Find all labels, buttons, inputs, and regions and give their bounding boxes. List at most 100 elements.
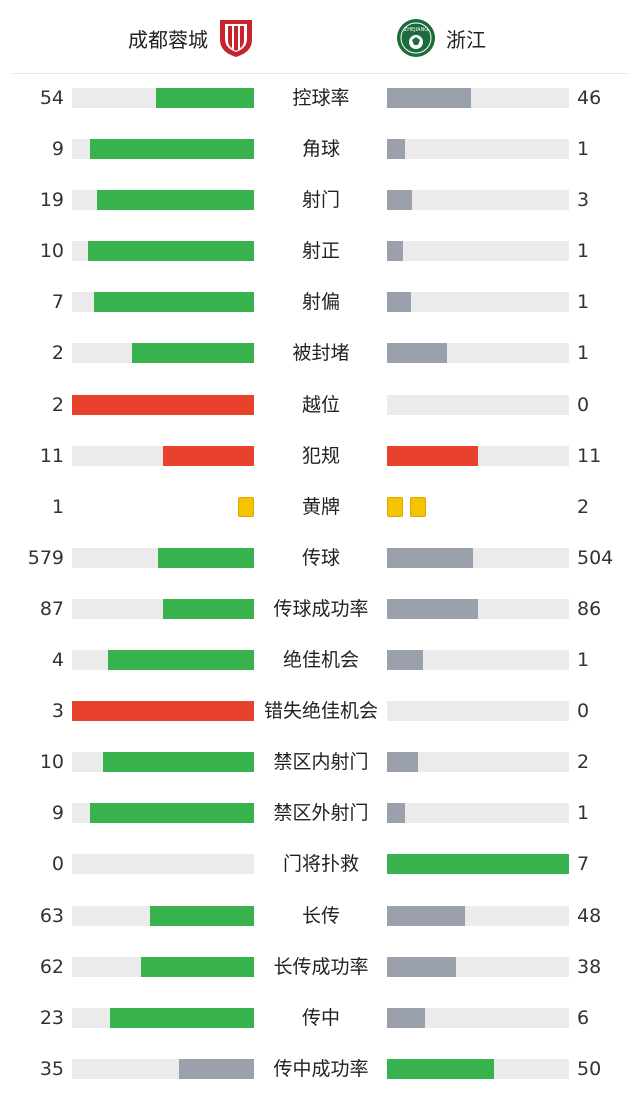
home-stat-bar (97, 190, 254, 211)
stat-row: 4 绝佳机会 1 (0, 635, 640, 686)
away-stat-bar (387, 343, 448, 364)
stat-row: 9 角球 1 (0, 124, 640, 175)
header-divider (12, 73, 628, 74)
away-stat-value: 0 (577, 700, 590, 723)
stat-label: 传球 (301, 546, 340, 569)
stat-row: 87 传球成功率 86 (0, 584, 640, 635)
stat-row: 35 传中成功率 50 (0, 1044, 640, 1095)
away-stat-bar-track (387, 547, 569, 568)
away-stat-bar-track (387, 803, 569, 824)
stat-row: 1 黄牌 2 (0, 482, 640, 533)
home-stat-bar (157, 547, 254, 568)
away-stat-value: 46 (577, 87, 602, 109)
home-stat-bar-track (72, 241, 254, 262)
away-stat-value: 1 (577, 240, 590, 263)
yellow-card-icon (387, 496, 403, 517)
away-stat-value: 0 (577, 393, 590, 416)
away-stat-value: 2 (577, 751, 590, 774)
home-stat-bar-track (72, 394, 254, 415)
home-yellow-cards (238, 496, 254, 517)
stat-row: 7 射偏 1 (0, 277, 640, 328)
stat-label: 射正 (301, 240, 340, 263)
home-stat-bar (93, 292, 254, 313)
away-stat-bar-track (387, 905, 569, 926)
stat-row: 62 长传成功率 38 (0, 942, 640, 993)
stat-label: 禁区内射门 (273, 751, 369, 774)
away-stat-value: 1 (577, 342, 590, 365)
home-stat-bar-track (72, 190, 254, 211)
stat-row: 19 射门 3 (0, 175, 640, 226)
home-stat-bar-track (72, 956, 254, 977)
home-stat-bar-track (72, 1058, 254, 1079)
away-stat-value: 3 (577, 189, 590, 212)
stat-label: 绝佳机会 (282, 649, 359, 672)
home-stat-bar (88, 241, 254, 262)
home-stat-value: 9 (51, 138, 64, 161)
home-stat-bar-track (72, 343, 254, 364)
away-stat-value: 50 (577, 1057, 602, 1080)
away-stat-value: 7 (577, 853, 590, 876)
stat-label: 越位 (301, 393, 340, 416)
home-stat-value: 3 (51, 700, 64, 723)
away-stat-bar (387, 650, 424, 671)
away-stat-bar (387, 292, 411, 313)
home-stat-bar (102, 752, 254, 773)
away-stat-bar-track (387, 445, 569, 466)
stat-row: 9 禁区外射门 1 (0, 788, 640, 839)
stat-row: 10 禁区内射门 2 (0, 737, 640, 788)
home-stat-bar-track (72, 905, 254, 926)
away-stat-bar (387, 190, 413, 211)
stat-row: 11 犯规 11 (0, 431, 640, 482)
stat-row: 579 传球 504 (0, 533, 640, 584)
home-team[interactable]: 成都蓉城 (128, 18, 254, 58)
stat-label: 黄牌 (301, 495, 340, 518)
home-stat-bar-track (72, 752, 254, 773)
home-stat-bar-track (72, 803, 254, 824)
home-stat-value: 19 (39, 189, 64, 212)
stat-row: 10 射正 1 (0, 226, 640, 277)
stat-label: 门将扑救 (282, 853, 359, 876)
home-stat-bar-track (72, 701, 254, 722)
away-stat-bar (387, 445, 478, 466)
stat-row: 63 长传 48 (0, 891, 640, 942)
away-stat-value: 1 (577, 138, 590, 161)
home-stat-bar-track (72, 598, 254, 619)
home-stat-bar (150, 905, 254, 926)
match-header: 成都蓉城 ZHEJIANG 浙江 (0, 0, 640, 74)
home-stat-bar (179, 1058, 254, 1079)
away-stat-bar (387, 905, 466, 926)
home-stat-bar (110, 1007, 254, 1028)
home-stat-bar (72, 394, 254, 415)
stat-label: 射门 (301, 189, 340, 212)
home-stat-bar-track (72, 650, 254, 671)
home-stat-value: 11 (39, 444, 64, 467)
away-team[interactable]: ZHEJIANG 浙江 (396, 18, 486, 58)
away-stat-bar-track (387, 241, 569, 262)
stat-label: 被封堵 (292, 342, 350, 365)
home-stat-value: 1 (51, 495, 64, 518)
away-stat-bar (387, 241, 404, 262)
yellow-card-icon (238, 496, 254, 517)
home-stat-value: 62 (39, 955, 64, 978)
home-stat-value: 87 (39, 597, 64, 620)
home-stat-bar-track (72, 547, 254, 568)
stat-label: 禁区外射门 (273, 802, 369, 825)
away-stat-value: 11 (577, 444, 602, 467)
away-stat-bar (387, 598, 478, 619)
zhejiang-crest-icon: ZHEJIANG (397, 19, 435, 57)
home-stat-bar (163, 598, 254, 619)
stat-label: 长传 (301, 904, 340, 927)
home-stat-value: 10 (39, 751, 64, 774)
home-stat-bar-track (72, 88, 254, 108)
home-stat-bar-track (72, 292, 254, 313)
yellow-card-icon (410, 496, 426, 517)
away-stat-value: 2 (577, 495, 590, 518)
home-stat-bar (163, 445, 254, 466)
home-stat-bar-track (72, 854, 254, 875)
away-stat-value: 1 (577, 291, 590, 314)
home-stat-value: 7 (51, 291, 64, 314)
away-stat-bar (387, 1058, 495, 1079)
away-stat-bar-track (387, 190, 569, 211)
away-yellow-cards (387, 496, 431, 517)
home-stat-bar (90, 139, 254, 160)
